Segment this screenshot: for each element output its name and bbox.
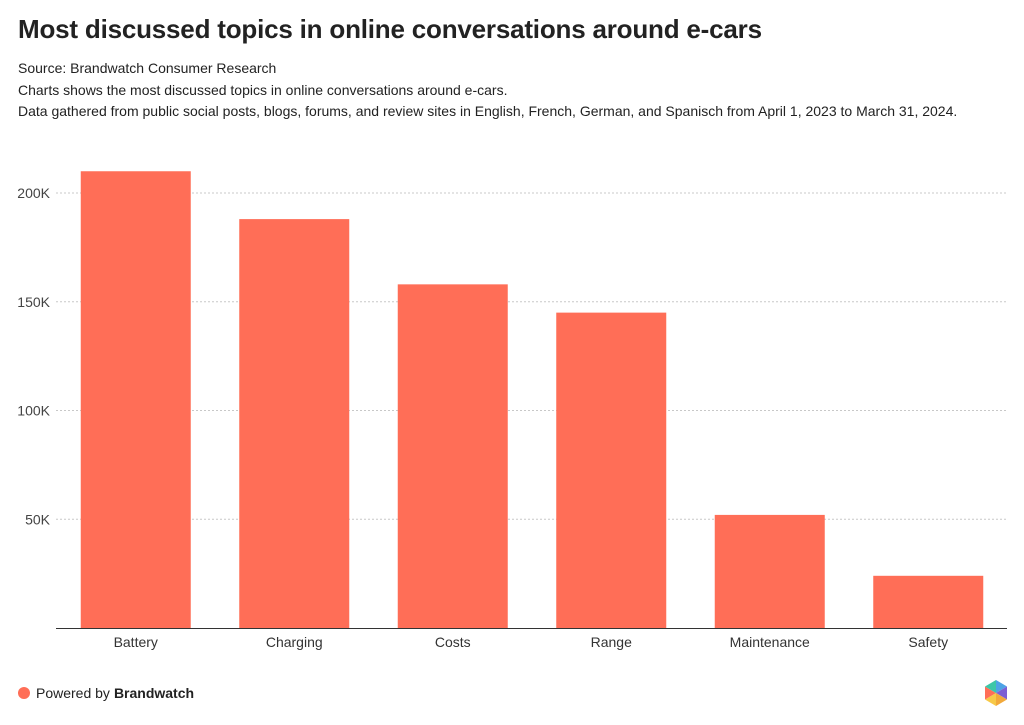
- bar-battery[interactable]: [80, 171, 191, 628]
- y-tick-label: 150K: [17, 294, 50, 310]
- y-tick-label: 100K: [17, 403, 50, 419]
- x-tick-label: Range: [591, 634, 632, 650]
- chart-source: Source: Brandwatch Consumer Research: [18, 60, 277, 76]
- footer: Powered by Brandwatch: [18, 685, 194, 701]
- x-tick-label: Battery: [114, 634, 158, 650]
- gridlines: [56, 192, 1007, 520]
- chart-title: Most discussed topics in online conversa…: [18, 14, 762, 44]
- x-tick-label: Maintenance: [730, 634, 810, 650]
- x-tick-label: Charging: [266, 634, 323, 650]
- brand-dot-icon: [18, 687, 30, 699]
- powered-by-label: Powered by: [36, 685, 110, 701]
- brand-name[interactable]: Brandwatch: [113, 685, 195, 701]
- x-tick-label: Safety: [908, 634, 948, 650]
- chart-description-line-2: Data gathered from public social posts, …: [18, 103, 958, 119]
- x-tick-label: Costs: [435, 634, 471, 650]
- axis-labels: 50K 100K 150K 200K Battery Charging Costs Range…: [17, 185, 948, 650]
- brandwatch-logo-icon[interactable]: [983, 679, 1009, 707]
- bars: [80, 171, 984, 628]
- y-tick-label: 200K: [17, 185, 50, 201]
- chart-description-line-1: Charts shows the most discussed topics i…: [18, 82, 508, 98]
- bar-safety[interactable]: [873, 575, 984, 628]
- bar-costs[interactable]: [397, 284, 508, 628]
- bar-charging[interactable]: [239, 219, 350, 628]
- bar-range[interactable]: [556, 312, 667, 628]
- y-tick-label: 50K: [25, 511, 51, 527]
- bar-maintenance[interactable]: [714, 514, 825, 628]
